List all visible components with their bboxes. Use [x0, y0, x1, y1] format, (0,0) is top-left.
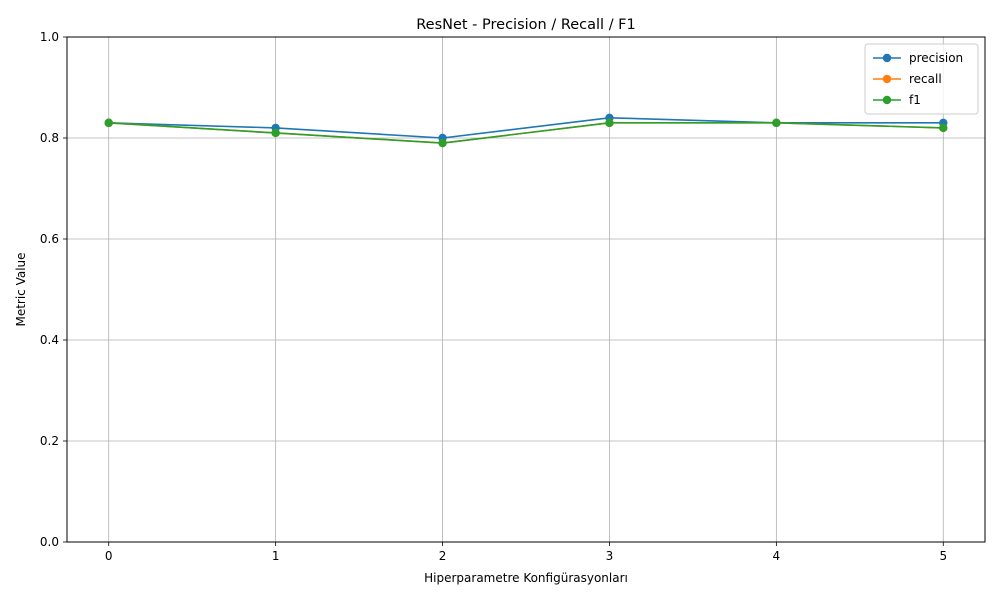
x-tick-label: 3 — [606, 549, 614, 563]
legend: precision recall f1 — [864, 43, 979, 115]
data-point-f1 — [772, 118, 781, 128]
series-line-precision — [108, 117, 944, 139]
data-point-f1 — [605, 118, 614, 128]
data-point-f1 — [939, 123, 948, 133]
y-tick-label: 0.6 — [40, 232, 59, 246]
data-point-f1 — [438, 138, 447, 148]
y-tick-label: 1.0 — [40, 30, 59, 44]
series-layer — [104, 113, 948, 148]
x-tick-label: 0 — [105, 549, 113, 563]
y-axis-label: Metric Value — [14, 252, 28, 326]
data-point-f1 — [104, 118, 113, 128]
data-point-f1 — [271, 128, 280, 138]
series-f1 — [104, 118, 948, 148]
plot-frame — [66, 36, 986, 543]
axis-ticks: 0 1 2 3 4 5 0.0 0.2 0.4 0.6 0.8 1.0 — [40, 30, 947, 563]
legend-box — [864, 43, 979, 115]
y-tick-label: 0.8 — [40, 131, 59, 145]
legend-item-f1: f1 — [873, 93, 921, 107]
x-tick-label: 2 — [439, 549, 447, 563]
x-axis-label: Hiperparametre Konfigürasyonları — [424, 571, 628, 585]
legend-item-recall: recall — [873, 72, 942, 86]
x-tick-label: 4 — [773, 549, 781, 563]
legend-label: precision — [909, 51, 963, 65]
series-line-f1 — [108, 122, 944, 144]
legend-label: recall — [909, 72, 942, 86]
x-tick-label: 5 — [939, 549, 947, 563]
legend-swatch-marker — [882, 95, 892, 105]
legend-item-precision: precision — [873, 51, 963, 65]
legend-swatch-marker — [882, 74, 892, 84]
legend-label: f1 — [909, 93, 921, 107]
legend-swatch-marker — [882, 53, 892, 63]
y-tick-label: 0.0 — [40, 535, 59, 549]
chart-title: ResNet - Precision / Recall / F1 — [416, 17, 636, 33]
y-tick-label: 0.4 — [40, 333, 59, 347]
x-tick-label: 1 — [272, 549, 280, 563]
y-tick-label: 0.2 — [40, 434, 59, 448]
